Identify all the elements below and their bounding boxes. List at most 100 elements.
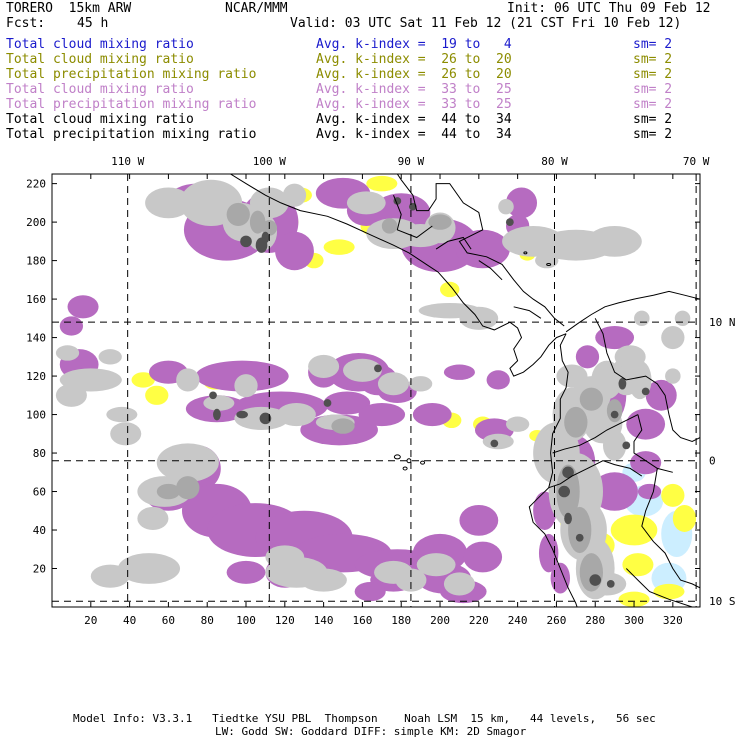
coastline-pacific-central-america (228, 174, 567, 377)
gray-mid-field-patch (381, 218, 398, 234)
gray-field-patch (482, 433, 514, 450)
cloud-field-layer (55, 175, 697, 607)
galapagos-island (420, 460, 426, 465)
axis-ticks (52, 174, 700, 607)
gray-field-patch (346, 191, 386, 215)
legend-field: Total cloud mixing ratio (6, 112, 194, 127)
legend-field: Total precipitation mixing ratio (6, 127, 257, 142)
gray-field-patch (416, 553, 456, 577)
gray-field-patch (505, 416, 530, 432)
yellow-field-patch (131, 372, 155, 388)
coastline-caribbean-central-america (396, 174, 565, 327)
latitude-label: 10 N (709, 316, 736, 329)
gray-field-patch (395, 568, 427, 592)
legend-kindex: Avg. k-index = 33 to 25 (316, 82, 512, 97)
gray-field-patch (156, 443, 219, 482)
dark-core-patch (618, 377, 627, 390)
purple-field-patch (323, 391, 371, 415)
gray-field-patch (614, 345, 646, 369)
gray-field-patch (498, 199, 514, 215)
yellow-field-patch (618, 591, 650, 607)
gray-field-patch (408, 376, 433, 392)
gray-field-patch (661, 326, 685, 350)
purple-field-patch (463, 541, 503, 573)
legend-field: Total precipitation mixing ratio (6, 67, 257, 82)
dark-core-patch (490, 439, 499, 448)
dark-core-patch (558, 485, 571, 498)
gray-mid-field-patch (226, 202, 250, 226)
border-peru-brazil (641, 468, 700, 589)
legend-kindex: Avg. k-index = 44 to 34 (316, 127, 512, 142)
coastline-north-south-america (565, 290, 700, 333)
purple-field-patch (358, 403, 406, 427)
border-ecuador-peru (548, 460, 643, 489)
purple-field-patch (626, 408, 666, 440)
gray-field-patch (265, 545, 305, 569)
longitude-label: 110 W (111, 155, 144, 168)
x-tick-label: 80 (201, 614, 214, 627)
yellow-field-patch (653, 583, 685, 600)
longitude-label: 70 W (683, 155, 710, 168)
gray-field-patch (55, 345, 80, 361)
y-tick-label: 120 (26, 370, 46, 383)
purple-field-patch (412, 403, 452, 427)
yellow-field-patch (366, 175, 398, 192)
legend-kindex: Avg. k-index = 26 to 20 (316, 52, 512, 67)
gray-field-patch (98, 349, 122, 365)
gray-mid-field-patch (156, 483, 181, 500)
border-guatemala (393, 195, 433, 239)
plot-frame (51, 173, 701, 608)
dark-core-patch (374, 364, 382, 373)
dark-core-patch (575, 533, 584, 542)
legend-smoothing: sm= 2 (633, 52, 673, 67)
galapagos-island (402, 466, 408, 471)
x-tick-label: 240 (508, 614, 528, 627)
purple-field-patch (550, 562, 571, 594)
yellow-field-patch (622, 553, 654, 577)
purple-field-patch (59, 316, 84, 336)
dark-core-patch (236, 410, 248, 419)
gray-mid-field-patch (428, 214, 452, 230)
gray-field-patch (55, 383, 87, 407)
gray-field-patch (277, 403, 316, 427)
gray-mid-field-patch (606, 399, 623, 423)
purple-field-patch (455, 229, 510, 269)
legend-kindex: Avg. k-index = 26 to 20 (316, 67, 512, 82)
latitude-label: 0 (709, 455, 716, 468)
gray-field-patch (90, 564, 130, 588)
purple-field-patch (486, 370, 510, 390)
valid-label: Valid: 03 UTC Sat 11 Feb 12 (21 CST Fri … (290, 16, 682, 31)
purple-field-patch (67, 295, 99, 319)
gray-field-patch (176, 368, 200, 392)
x-tick-label: 60 (162, 614, 175, 627)
gray-field-patch (203, 395, 235, 411)
dark-core-patch (606, 580, 615, 588)
y-tick-label: 20 (33, 563, 46, 576)
purple-field-patch (637, 483, 662, 500)
fcst-value: 45 h (77, 16, 109, 31)
legend-smoothing: sm= 2 (633, 82, 673, 97)
gray-mid-field-patch (331, 418, 355, 434)
gray-field-patch (674, 310, 691, 327)
dark-core-patch (562, 466, 574, 479)
y-tick-label: 60 (33, 486, 46, 499)
dark-core-patch (240, 235, 252, 248)
gray-field-patch (145, 187, 192, 219)
dark-core-patch (209, 391, 217, 400)
y-tick-label: 220 (26, 178, 46, 191)
yellow-field-patch (440, 281, 460, 298)
y-tick-label: 180 (26, 255, 46, 268)
x-tick-label: 280 (585, 614, 605, 627)
caribbean-island (546, 262, 552, 266)
x-tick-label: 300 (624, 614, 644, 627)
purple-field-patch (354, 581, 386, 602)
purple-field-patch (645, 379, 677, 411)
dark-core-patch (610, 410, 619, 419)
yellow-field-patch (323, 239, 355, 255)
y-tick-label: 140 (26, 332, 46, 345)
y-tick-label: 40 (33, 524, 46, 537)
dark-core-patch (641, 387, 650, 396)
dark-core-patch (505, 218, 514, 226)
gray-field-patch (117, 553, 181, 584)
dark-core-patch (589, 574, 602, 586)
